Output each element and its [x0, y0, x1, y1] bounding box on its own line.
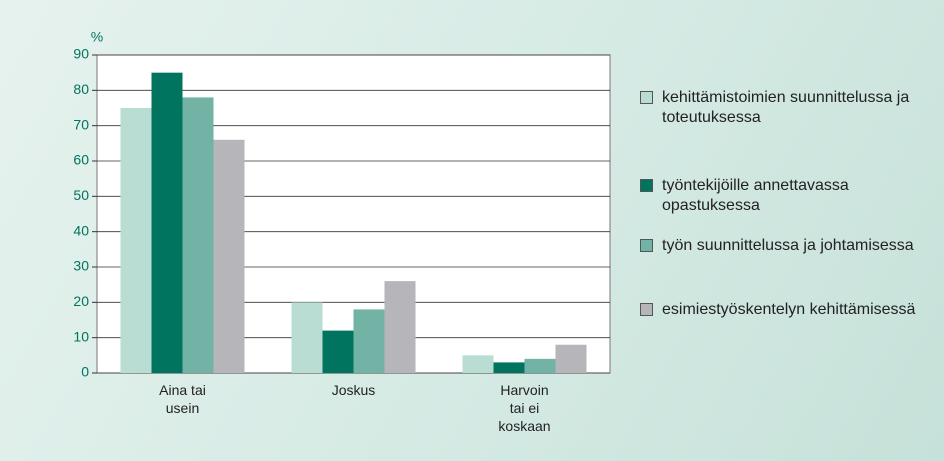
y-tick-label: 40	[73, 222, 89, 238]
legend-swatch	[640, 303, 653, 316]
bar	[353, 309, 385, 373]
bar	[182, 97, 214, 374]
legend-label: kehittämistoimien suunnittelussa ja tote…	[662, 89, 910, 126]
bar	[462, 355, 494, 373]
x-tick-label: Harvoin tai ei koskaan	[498, 382, 550, 434]
y-tick-label: 30	[73, 258, 89, 274]
y-tick-label: 20	[73, 293, 89, 309]
y-tick-label: 90	[73, 46, 89, 62]
legend-swatch	[640, 91, 653, 104]
bar	[524, 358, 556, 373]
legend-swatch	[640, 239, 653, 252]
y-tick-label: 70	[73, 116, 89, 132]
bar	[322, 330, 354, 373]
y-tick-label: 60	[73, 152, 89, 168]
bar	[151, 72, 183, 374]
x-tick-label: Aina tai usein	[159, 382, 206, 416]
y-tick-label: 50	[73, 187, 89, 203]
bar	[555, 344, 587, 373]
bar	[493, 362, 525, 373]
legend-label: työntekijöille annettavassa opastuksessa	[662, 177, 849, 214]
bar	[120, 108, 152, 373]
y-tick-label: 0	[81, 364, 89, 380]
y-axis-label: %	[91, 29, 103, 45]
legend-label: esimiestyöskentelyn kehittämisessä	[662, 301, 916, 318]
bar	[213, 139, 245, 373]
y-tick-label: 10	[73, 328, 89, 344]
bar	[291, 302, 323, 373]
legend-swatch	[640, 179, 653, 192]
bar	[384, 281, 416, 373]
legend-label: työn suunnittelussa ja johtamisessa	[662, 237, 914, 254]
x-tick-label: Joskus	[332, 382, 376, 398]
y-tick-label: 80	[73, 81, 89, 97]
